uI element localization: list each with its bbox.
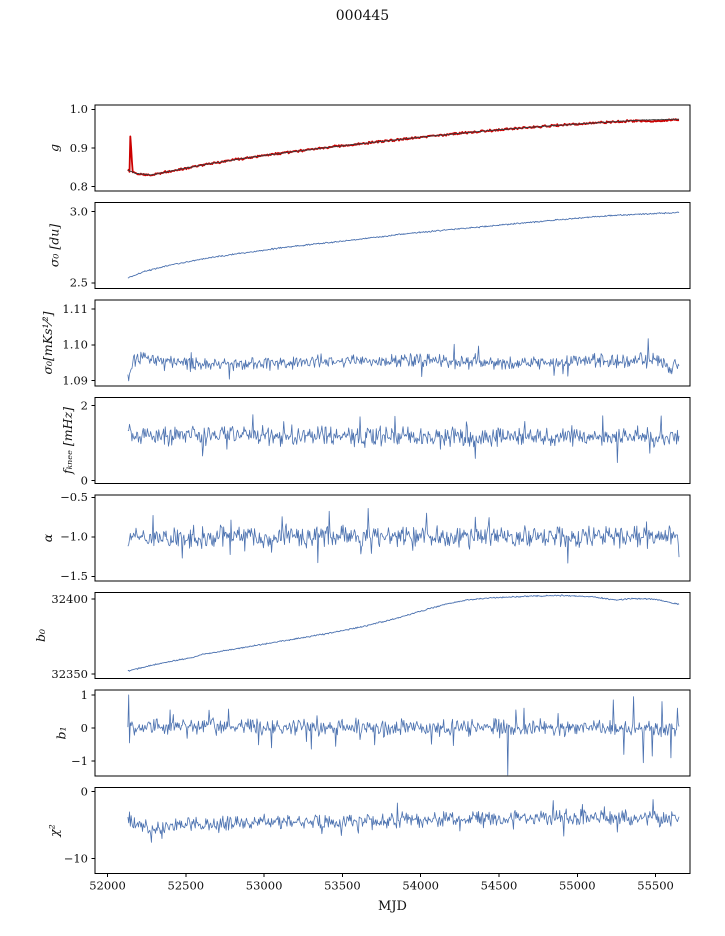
svg-text:2: 2 xyxy=(81,399,88,413)
svg-text:0.8: 0.8 xyxy=(70,180,88,194)
svg-text:1: 1 xyxy=(81,688,88,702)
svg-text:53000: 53000 xyxy=(246,879,283,893)
svg-text:1.09: 1.09 xyxy=(62,373,88,387)
svg-text:52500: 52500 xyxy=(168,879,205,893)
svg-text:0.9: 0.9 xyxy=(70,141,88,155)
svg-text:1.0: 1.0 xyxy=(70,102,88,116)
svg-text:1.10: 1.10 xyxy=(62,338,88,352)
svg-text:−0.5: −0.5 xyxy=(60,490,88,504)
svg-text:54000: 54000 xyxy=(402,879,439,893)
svg-text:b₁: b₁ xyxy=(53,726,68,739)
svg-text:54500: 54500 xyxy=(481,879,518,893)
svg-text:0: 0 xyxy=(81,784,88,798)
svg-text:b₀: b₀ xyxy=(33,629,48,642)
svg-text:fₖₙₑₑ [mHz]: fₖₙₑₑ [mHz] xyxy=(60,407,75,475)
svg-text:g: g xyxy=(47,144,62,152)
svg-text:2.5: 2.5 xyxy=(70,276,88,290)
svg-text:32400: 32400 xyxy=(51,592,88,606)
svg-text:55500: 55500 xyxy=(637,879,674,893)
svg-text:52000: 52000 xyxy=(89,879,126,893)
svg-text:σ₀ [du]: σ₀ [du] xyxy=(47,224,62,267)
svg-text:3.0: 3.0 xyxy=(70,205,88,219)
svg-text:−1.0: −1.0 xyxy=(60,530,88,544)
svg-text:χ²: χ² xyxy=(47,824,62,838)
svg-text:0: 0 xyxy=(81,473,88,487)
svg-text:32350: 32350 xyxy=(51,667,88,681)
svg-text:0: 0 xyxy=(81,721,88,735)
svg-text:1.11: 1.11 xyxy=(62,302,88,316)
svg-text:−1: −1 xyxy=(71,754,88,768)
svg-text:α: α xyxy=(40,533,55,542)
svg-text:55000: 55000 xyxy=(559,879,596,893)
svg-text:−10: −10 xyxy=(64,852,88,866)
svg-text:σ₀[mKs¹⁄²]: σ₀[mKs¹⁄²] xyxy=(40,311,55,374)
svg-text:53500: 53500 xyxy=(324,879,361,893)
figure-title: 000445 xyxy=(335,8,390,24)
svg-text:−1.5: −1.5 xyxy=(60,569,88,583)
x-axis-label: MJD xyxy=(378,899,407,914)
